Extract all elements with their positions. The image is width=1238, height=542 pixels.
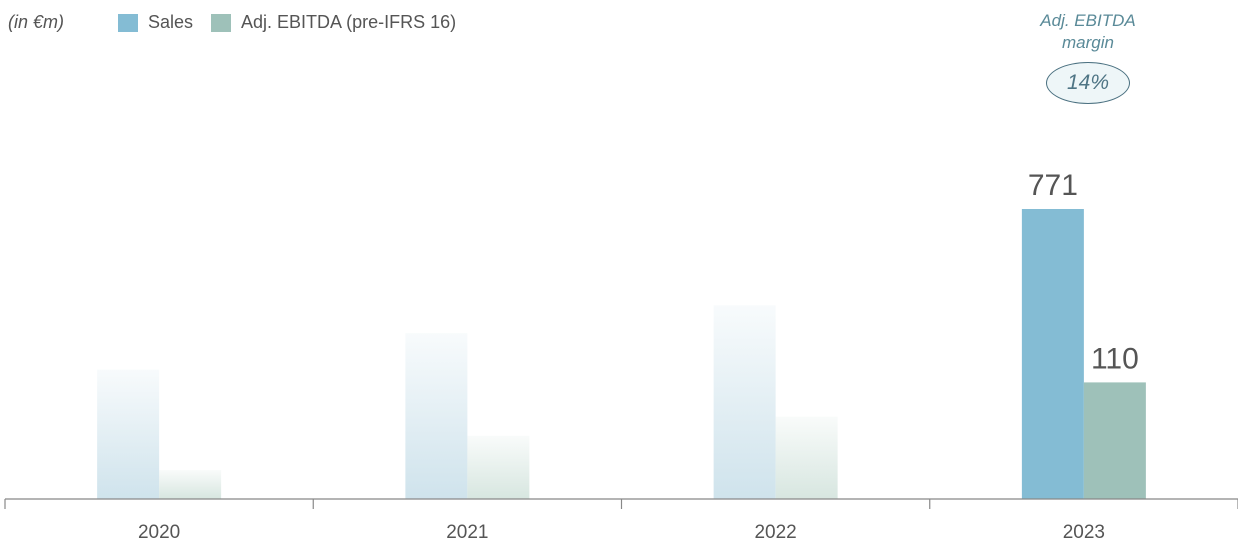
bar-ebitda-2023: [1083, 382, 1146, 499]
x-tick-label-2021: 2021: [446, 522, 488, 542]
bar-sales-2022: [713, 305, 776, 499]
bar-ebitda-2022: [775, 416, 838, 499]
legend-swatch-ebitda: [211, 13, 232, 32]
legend-item-sales: Sales: [118, 12, 193, 33]
legend-swatch-sales: [118, 13, 138, 32]
x-tick-label-2020: 2020: [138, 522, 180, 542]
bar-ebitda-2021: [467, 435, 530, 499]
bar-sales-2023: [1021, 209, 1084, 499]
x-tick-label-2022: 2022: [754, 522, 796, 542]
data-label-sales-2023: 771: [1028, 169, 1078, 202]
bar-sales-2021: [405, 333, 468, 499]
margin-title-line2: margin: [1062, 33, 1114, 52]
ebitda-margin-callout: Adj. EBITDA margin 14%: [1030, 10, 1146, 104]
legend: Sales Adj. EBITDA (pre-IFRS 16): [118, 12, 474, 33]
legend-item-ebitda: Adj. EBITDA (pre-IFRS 16): [211, 12, 456, 33]
data-label-ebitda-2023: 110: [1091, 342, 1139, 375]
legend-label-sales: Sales: [148, 12, 194, 32]
unit-label: (in €m): [8, 12, 65, 32]
bar-sales-2020: [97, 369, 160, 499]
margin-title-line1: Adj. EBITDA: [1040, 11, 1136, 30]
bar-ebitda-2020: [159, 470, 222, 499]
margin-value-badge: 14%: [1046, 62, 1130, 104]
x-tick-label-2023: 2023: [1063, 522, 1105, 542]
legend-label-ebitda: Adj. EBITDA (pre-IFRS 16): [241, 12, 457, 32]
